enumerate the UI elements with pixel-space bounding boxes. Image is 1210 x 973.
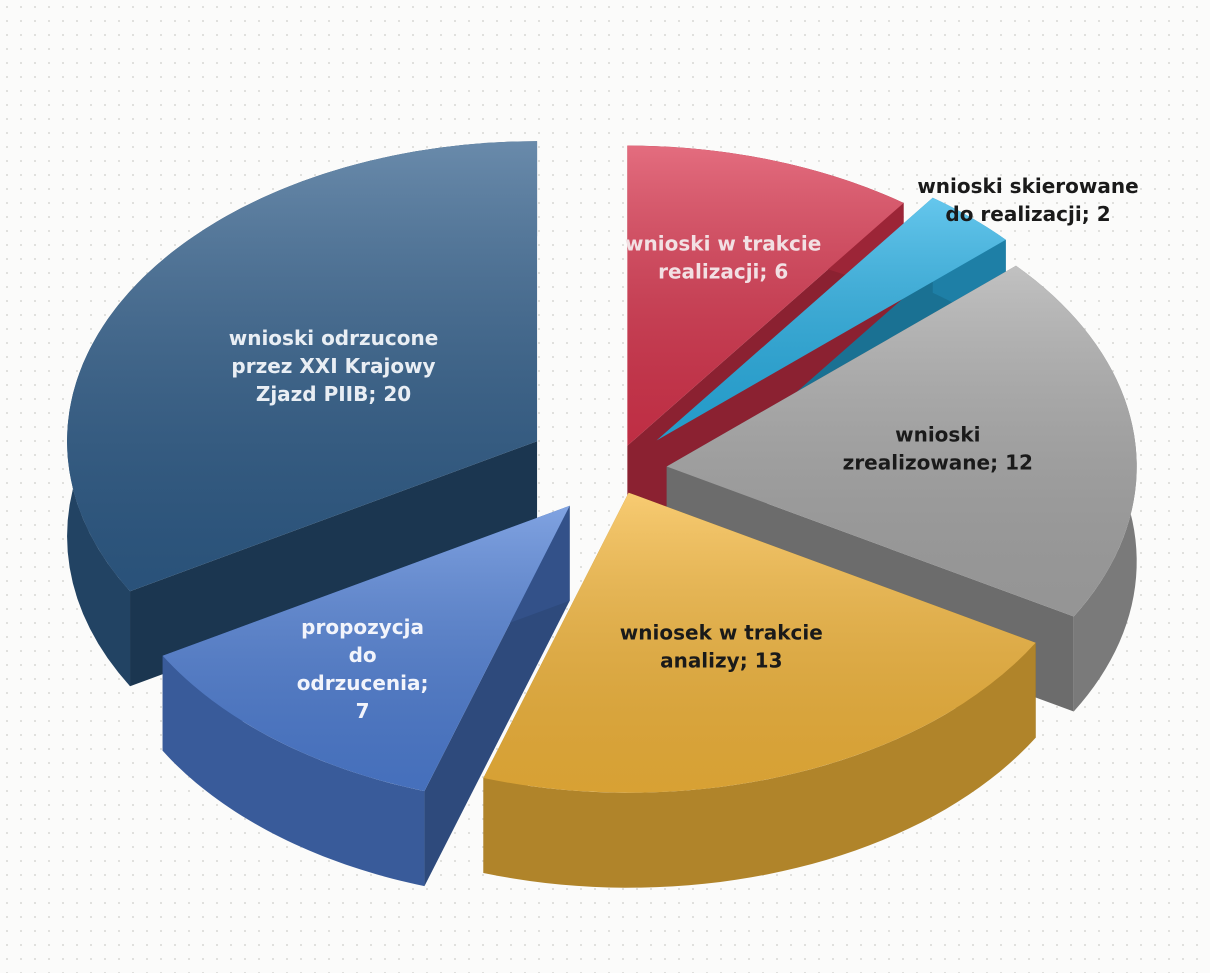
slice-data-label: wnioski odrzucone przez XXI Krajowy Zjazd … xyxy=(229,326,439,406)
slice-data-label: propozycja do odrzucenia; 7 xyxy=(297,615,429,723)
pie-slice-highlight xyxy=(67,141,538,592)
slice-data-label: wnioski w trakcie realizacji; 6 xyxy=(625,231,821,283)
slice-data-label: wniosek w trakcie analizy; 13 xyxy=(620,621,823,673)
pie-slice-highlight xyxy=(162,505,570,792)
slice-data-label: wnioski zrealizowane; 12 xyxy=(843,422,1033,474)
slice-radial-wall xyxy=(130,441,538,687)
slice-data-label: wnioski skierowane do realizacji; 2 xyxy=(917,174,1138,226)
slice-outer-wall xyxy=(483,642,1036,888)
pie-slice-highlight xyxy=(483,492,1036,793)
slice-outer-wall xyxy=(162,655,425,887)
pie-slice-highlight xyxy=(656,197,1006,441)
pie-slice-highlight xyxy=(627,145,904,446)
pie-slice-highlight xyxy=(666,265,1137,617)
